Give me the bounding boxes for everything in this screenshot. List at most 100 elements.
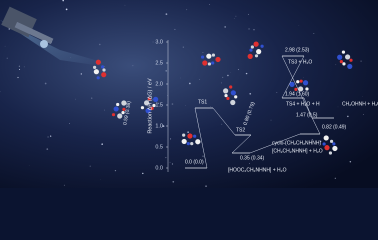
- star: [28, 165, 30, 166]
- star: [169, 161, 171, 163]
- atom: [117, 113, 123, 119]
- star: [6, 57, 8, 59]
- star: [189, 82, 191, 85]
- atom: [93, 69, 99, 75]
- star: [360, 60, 362, 62]
- star: [75, 98, 77, 100]
- atom: [347, 63, 353, 70]
- star: [165, 13, 168, 16]
- star: [187, 131, 189, 133]
- level-label: TS1: [198, 99, 207, 105]
- atom: [150, 106, 154, 110]
- star: [186, 9, 188, 11]
- atom: [341, 50, 346, 54]
- atom: [145, 108, 151, 114]
- star: [142, 172, 144, 175]
- energy-diagram: 0.0 0.5 1.0 1.5 2.0 2.5 3.0 0.0 (0.0) [HOOC₂CH₂N…: [122, 39, 378, 173]
- atom: [100, 65, 105, 69]
- star: [311, 139, 313, 141]
- y-tick-label: 2.0: [155, 81, 163, 87]
- star: [80, 73, 83, 75]
- atom: [224, 93, 228, 98]
- atom: [298, 86, 304, 92]
- beam: [0, 20, 130, 70]
- star: [210, 106, 211, 107]
- level-label: TS4 + H₂O + H: [286, 101, 320, 107]
- energy-value: 0.82 (0.49): [322, 124, 347, 130]
- atom: [230, 99, 236, 106]
- star: [202, 155, 204, 157]
- level-label: CH₂OHNH + H₂O + H: [342, 101, 378, 107]
- atom: [102, 68, 106, 72]
- star: [233, 18, 235, 19]
- star: [247, 13, 250, 15]
- star: [17, 76, 19, 79]
- atom: [215, 56, 221, 63]
- atom: [111, 113, 116, 117]
- atom: [113, 106, 119, 112]
- atom: [328, 151, 333, 155]
- atom: [182, 133, 186, 137]
- energy-value: 0.59 (0.38): [122, 100, 132, 125]
- energy-value: 1.94 (1.60): [285, 91, 310, 97]
- star: [245, 72, 248, 75]
- atom: [144, 100, 150, 106]
- star: [69, 123, 70, 124]
- star: [205, 185, 207, 187]
- level-label: [CH₂CH₂NHNH] + H₂O: [272, 148, 323, 154]
- atom: [302, 80, 309, 86]
- star: [249, 92, 252, 95]
- atom: [337, 54, 343, 60]
- star: [157, 102, 160, 105]
- star: [235, 15, 237, 17]
- star: [221, 123, 223, 125]
- connector: [281, 55, 321, 135]
- star: [253, 29, 255, 31]
- star: [46, 148, 49, 150]
- star: [270, 119, 272, 121]
- star: [335, 64, 337, 66]
- y-tick-label: 2.5: [155, 60, 163, 66]
- energy-value: 1.47 (0.5): [296, 112, 318, 118]
- star: [65, 8, 68, 11]
- atom: [140, 106, 145, 110]
- atom: [253, 41, 259, 47]
- star: [227, 74, 229, 77]
- atom: [332, 145, 338, 152]
- star: [222, 76, 224, 78]
- star: [303, 77, 304, 78]
- star: [182, 46, 184, 48]
- atom: [305, 87, 309, 91]
- connector: [249, 133, 301, 154]
- atom: [256, 49, 262, 55]
- atom: [206, 53, 212, 59]
- atom: [344, 54, 351, 60]
- atom: [152, 103, 156, 108]
- star: [162, 125, 165, 127]
- star: [320, 140, 322, 142]
- star: [8, 28, 10, 30]
- atom: [289, 81, 295, 87]
- star: [170, 138, 172, 140]
- atom: [249, 48, 253, 52]
- star: [63, 184, 65, 186]
- level-label: TS3 + H₂O: [288, 59, 312, 65]
- atom: [96, 76, 100, 80]
- atom: [147, 97, 151, 101]
- atom: [207, 62, 212, 66]
- atom: [332, 142, 336, 146]
- connector: [212, 107, 236, 136]
- atom: [95, 59, 101, 65]
- y-tick-label: 1.5: [155, 102, 163, 108]
- atom: [223, 88, 229, 94]
- y-tick-label: 0.0: [155, 165, 163, 171]
- star: [174, 28, 176, 30]
- star: [224, 26, 226, 28]
- connector: [194, 107, 208, 169]
- star: [171, 103, 174, 105]
- level-label: cyclo-(CH₂CH₂NHNH): [272, 140, 321, 146]
- connector: [303, 97, 313, 119]
- energy-value: 0.0 (0.0): [185, 159, 204, 165]
- star: [18, 65, 20, 67]
- star: [50, 41, 52, 43]
